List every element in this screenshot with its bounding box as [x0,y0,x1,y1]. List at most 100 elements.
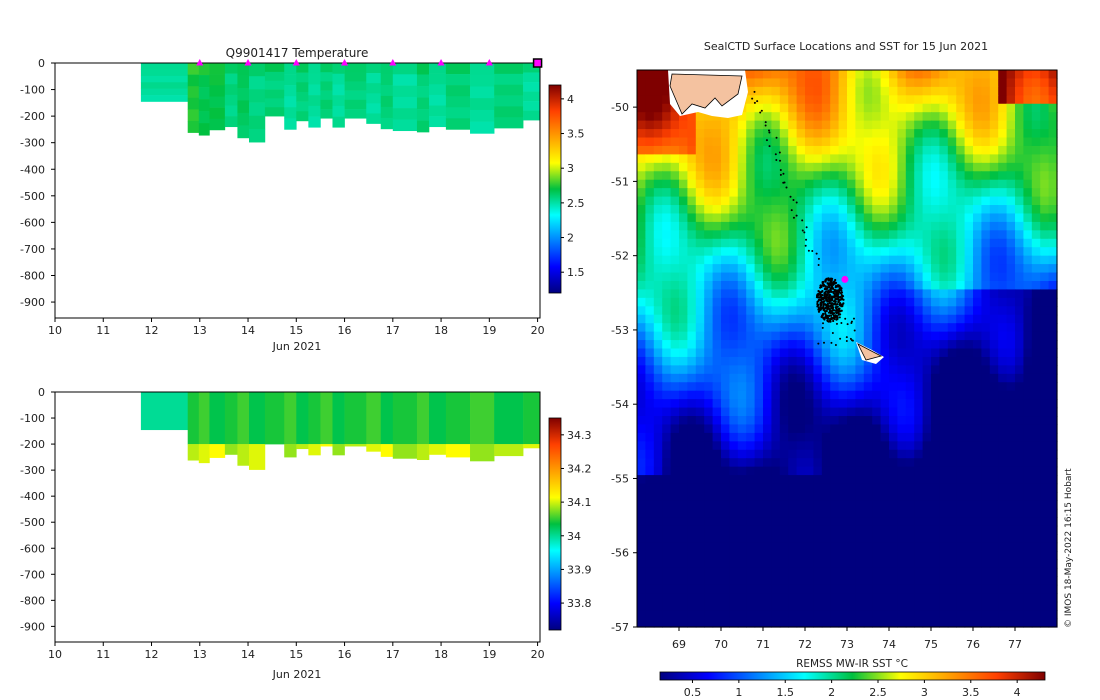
track-point [832,300,836,303]
sst-cell [796,449,806,459]
sst-cell [653,508,663,518]
sst-cell [981,475,991,485]
sst-cell [922,500,932,510]
sst-cell [989,205,999,215]
sst-cell [653,247,663,257]
sst-cell [1023,441,1033,451]
sst-cell [763,171,772,181]
sst-cell [1023,491,1033,502]
sst-cell [931,179,940,189]
sst-cell [1015,103,1024,113]
sst-cell [989,491,999,502]
profile-marker [389,59,397,66]
sst-cell [821,323,831,333]
sst-cell [746,551,756,561]
sst-cell [1040,559,1050,569]
sst-cell [737,205,747,215]
sst-cell [796,356,806,366]
sst-cell [1015,154,1024,164]
sst-cell [939,483,949,493]
salinity-deep-cell [187,444,200,461]
sst-cell [973,356,982,366]
sst-cell [998,483,1008,493]
sst-cell [847,567,856,577]
sst-cell [779,196,789,206]
sst-cell [788,297,798,307]
sst-cell [939,70,949,80]
sst-cell [931,500,940,510]
sst-cell [830,534,840,544]
salinity-upper-cell [332,392,345,445]
sst-cell [947,179,957,189]
track-point [831,295,834,298]
sst-cell [1006,188,1016,198]
sst-cell [645,86,655,96]
sst-cell [1015,584,1024,594]
sst-cell [670,272,680,282]
track-point [828,309,832,312]
sst-cell [737,373,747,383]
sst-cell [796,424,806,434]
temperature-cell [187,86,200,99]
sst-cell [964,238,974,248]
sst-cell [746,399,756,409]
sst-cell [763,78,772,88]
sst-cell [687,264,697,274]
sst-cell [1015,441,1024,451]
sst-cell [695,289,705,299]
track-point [851,339,854,342]
sst-cell [746,255,756,265]
sst-cell [922,306,932,316]
sst-cell [889,399,898,409]
sst-cell [914,95,924,105]
temperature-cell [380,95,394,108]
sst-cell [931,365,940,375]
sst-cell [813,179,823,189]
sst-cell [981,340,991,350]
sst-cell [653,567,663,577]
sst-cell [662,399,672,409]
sst-cell [1048,559,1058,569]
sst-cell [1031,171,1041,181]
sst-cell [771,103,781,113]
temperature-cell [308,73,321,85]
sst-cell [922,280,932,291]
track-point [837,313,840,316]
sst-cell [956,264,966,274]
sst-cell [754,466,764,476]
sst-cell [947,103,957,113]
sst-cell [830,458,840,468]
y-tick-label: -100 [20,84,45,97]
sst-cell [914,500,924,510]
sst-cell [763,356,772,366]
sst-cell [788,188,798,198]
sst-cell [704,238,714,248]
sst-cell [872,449,882,459]
sst-cell [1048,112,1058,122]
sst-cell [973,618,982,628]
sst-cell [754,483,764,493]
sst-cell [847,188,856,198]
sst-cell [998,373,1008,383]
sst-cell [637,356,646,366]
sst-cell [796,120,806,130]
sst-cell [989,475,999,485]
sst-cell [662,517,672,527]
sst-cell [897,432,907,442]
sst-cell [964,230,974,240]
sst-cell [763,103,772,113]
sst-cell [1023,154,1033,164]
sst-cell [1015,205,1024,215]
x-tick-labels: 10 11 12 13 14 15 16 17 18 19 20 [48,642,545,661]
salinity-deep-cell [380,444,394,457]
sst-cell [956,475,966,485]
sst-cell [863,593,873,603]
sst-cell [905,601,915,611]
sst-cell [779,331,789,341]
sst-cell [746,272,756,282]
sst-cell [956,255,966,265]
sst-cell [805,601,814,611]
sst-cell [1023,78,1033,88]
sst-cell [695,154,705,164]
sst-cell [687,424,697,434]
